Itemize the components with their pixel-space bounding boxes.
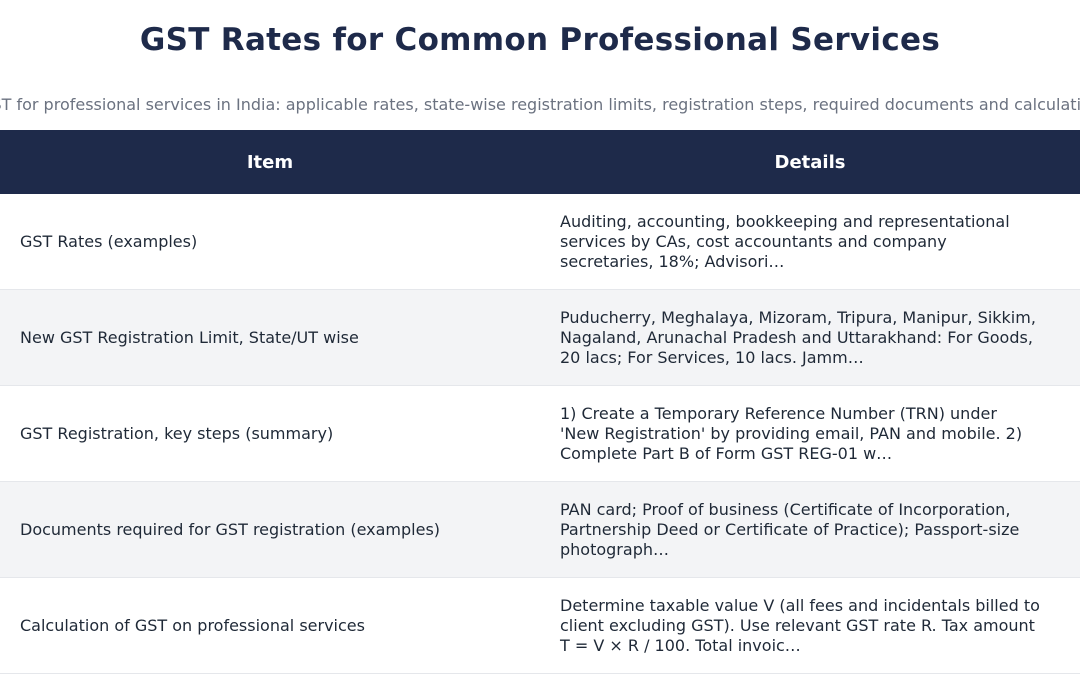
cell-details: Puducherry, Meghalaya, Mizoram, Tripura,… [560, 307, 1036, 367]
table-row: Documents required for GST registration … [0, 482, 1080, 578]
cell-item: GST Rates (examples) [20, 231, 198, 251]
cell-details: PAN card; Proof of business (Certificate… [560, 499, 1020, 559]
cell-item: New GST Registration Limit, State/UT wis… [20, 327, 359, 347]
cell-item: Documents required for GST registration … [20, 519, 441, 539]
table-row: GST Registration, key steps (summary) 1)… [0, 386, 1080, 482]
header-details: Details [774, 151, 846, 173]
cell-item: GST Registration, key steps (summary) [20, 423, 334, 443]
table-header: Item Details [0, 130, 1080, 194]
table-row: GST Rates (examples) Auditing, accountin… [0, 194, 1080, 290]
cell-details: Auditing, accounting, bookkeeping and re… [560, 211, 1010, 271]
cell-details: Determine taxable value V (all fees and … [560, 595, 1040, 655]
table-row: New GST Registration Limit, State/UT wis… [0, 290, 1080, 386]
table-row: Calculation of GST on professional servi… [0, 578, 1080, 674]
page-title: GST Rates for Common Professional Servic… [139, 22, 941, 58]
subtitle-container: GST for professional services in India: … [0, 92, 1080, 118]
cell-item: Calculation of GST on professional servi… [20, 615, 365, 635]
gst-table: Item Details GST Rates (examples) Auditi… [0, 130, 1080, 674]
cell-details: 1) Create a Temporary Reference Number (… [560, 403, 1023, 463]
page-subtitle: GST for professional services in India: … [0, 95, 1080, 114]
header-item: Item [246, 151, 294, 173]
